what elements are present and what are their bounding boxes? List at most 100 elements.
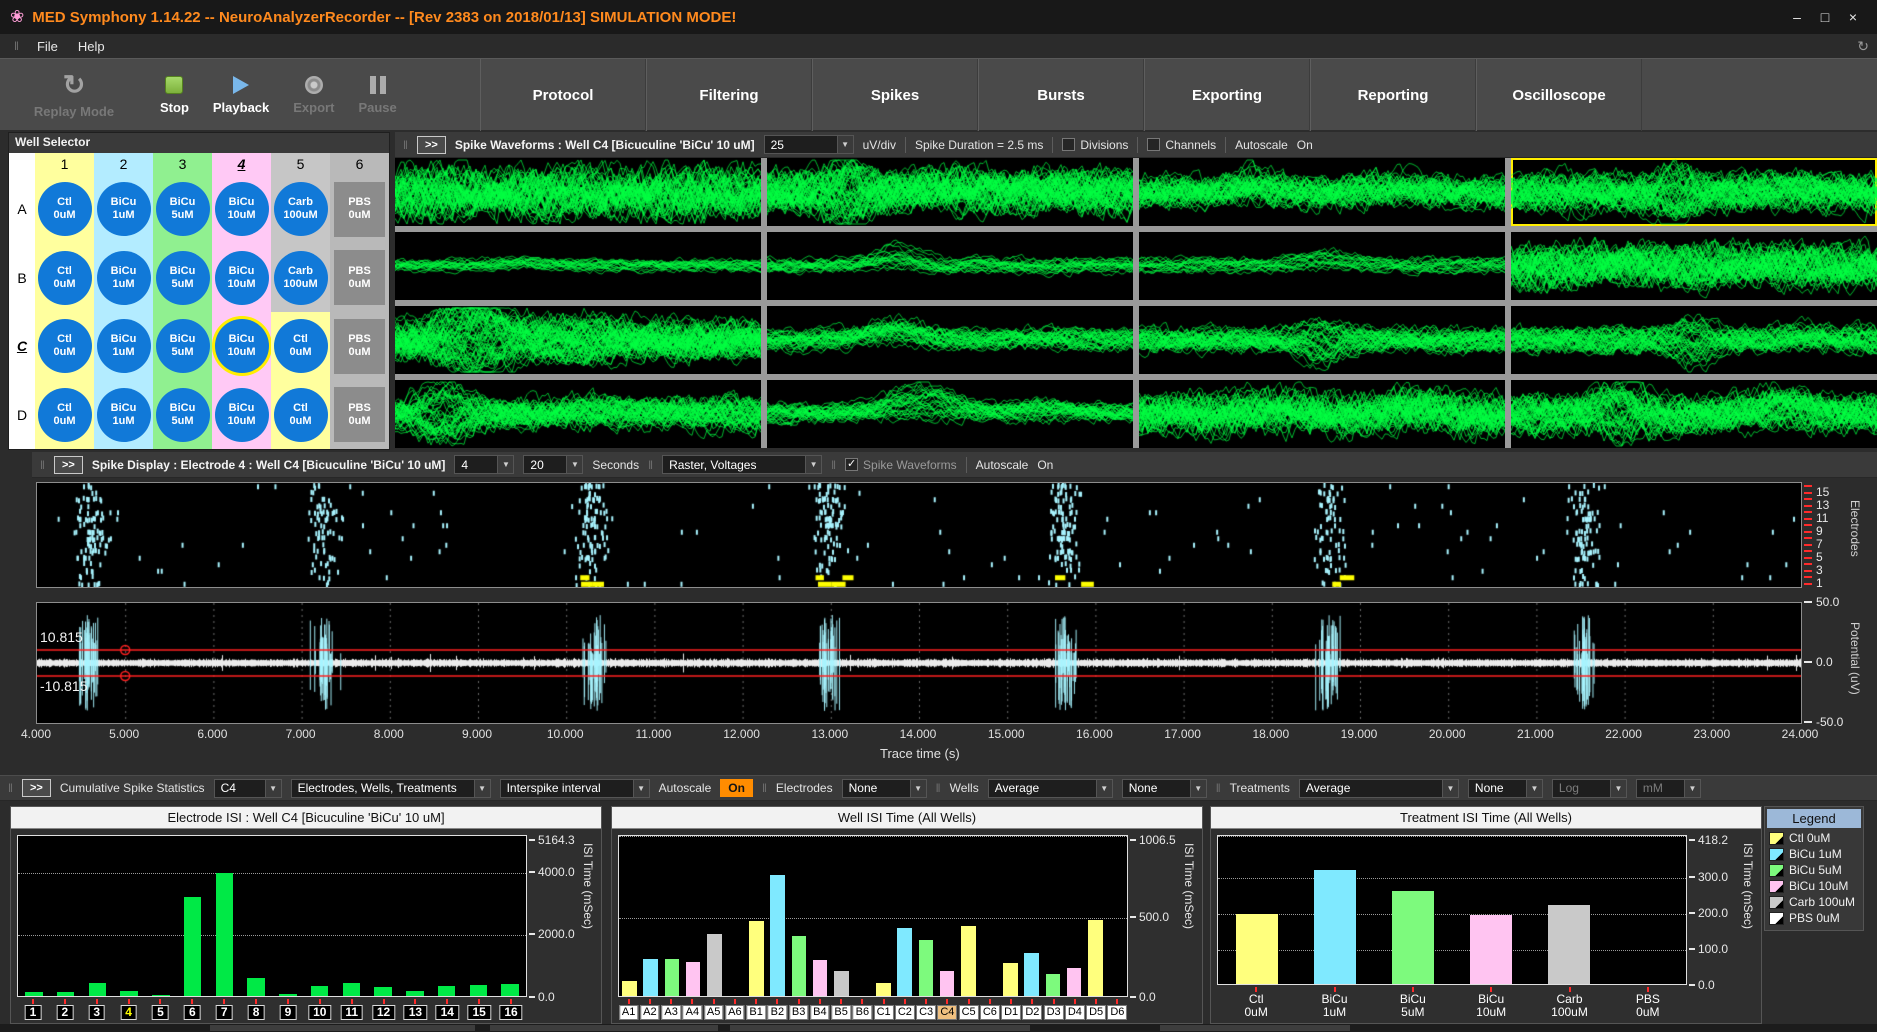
well-D2[interactable]: BiCu1uM: [97, 388, 151, 442]
well-A4[interactable]: BiCu10uM: [215, 182, 269, 236]
well-cell-C5[interactable]: Ctl0uM: [271, 312, 330, 381]
well-cell-D5[interactable]: Ctl0uM: [271, 381, 330, 450]
well-cell-D4[interactable]: BiCu10uM: [212, 381, 271, 450]
well-cell-A2[interactable]: BiCu1uM: [94, 175, 153, 244]
uv-div-dropdown[interactable]: 25▼: [764, 135, 854, 154]
waveform-cell-16[interactable]: [1511, 380, 1877, 448]
well-cell-C1[interactable]: Ctl0uM: [35, 312, 94, 381]
well-C3[interactable]: BiCu5uM: [156, 319, 210, 373]
waveform-cell-12[interactable]: [1511, 306, 1877, 374]
replay-mode-button[interactable]: ↻ Replay Mode: [22, 65, 126, 125]
waveform-cell-15[interactable]: [1139, 380, 1505, 448]
divisions-checkbox[interactable]: Divisions: [1062, 138, 1128, 152]
well-column-header-4[interactable]: 4: [212, 153, 271, 175]
well-A1[interactable]: Ctl0uM: [38, 182, 92, 236]
well-D6[interactable]: PBS0uM: [334, 387, 386, 442]
well-A5[interactable]: Carb100uM: [274, 182, 328, 236]
waveform-cell-3[interactable]: [1139, 158, 1505, 226]
sync-icon[interactable]: ↻: [1857, 38, 1869, 55]
treatments-extra-dropdown[interactable]: None▼: [1468, 779, 1543, 798]
well-C2[interactable]: BiCu1uM: [97, 319, 151, 373]
menu-item-file[interactable]: File: [27, 37, 68, 56]
well-cell-A3[interactable]: BiCu5uM: [153, 175, 212, 244]
well-C6[interactable]: PBS0uM: [334, 319, 386, 374]
waveform-cell-6[interactable]: [767, 232, 1133, 300]
playback-button[interactable]: Playback: [201, 65, 281, 125]
voltage-trace-plot[interactable]: [36, 602, 1802, 724]
spike-waveforms-checkbox-box[interactable]: ✓: [845, 458, 858, 471]
well-cell-B4[interactable]: BiCu10uM: [212, 244, 271, 313]
electrodes-dropdown[interactable]: None▼: [842, 779, 927, 798]
well-dropdown[interactable]: C4▼: [214, 779, 282, 798]
collapse-button[interactable]: >>: [417, 136, 446, 154]
span-dropdown[interactable]: 20▼: [523, 455, 583, 474]
well-D3[interactable]: BiCu5uM: [156, 388, 210, 442]
waveform-cell-1[interactable]: [395, 158, 761, 226]
collapse-button[interactable]: >>: [22, 779, 51, 797]
waveform-cell-11[interactable]: [1139, 306, 1505, 374]
channels-checkbox-box[interactable]: [1147, 138, 1160, 151]
wells-average-dropdown[interactable]: Average▼: [988, 779, 1113, 798]
grouping-dropdown[interactable]: Electrodes, Wells, Treatments▼: [291, 779, 491, 798]
waveform-cell-4[interactable]: [1511, 158, 1877, 226]
tab-spikes[interactable]: Spikes: [812, 59, 978, 131]
well-C4[interactable]: BiCu10uM: [215, 319, 269, 373]
well-D1[interactable]: Ctl0uM: [38, 388, 92, 442]
stop-button[interactable]: Stop: [148, 65, 201, 125]
well-cell-B2[interactable]: BiCu1uM: [94, 244, 153, 313]
well-cell-B5[interactable]: Carb100uM: [271, 244, 330, 313]
well-cell-D3[interactable]: BiCu5uM: [153, 381, 212, 450]
well-column-header-5[interactable]: 5: [271, 153, 330, 175]
well-cell-B3[interactable]: BiCu5uM: [153, 244, 212, 313]
well-B5[interactable]: Carb100uM: [274, 251, 328, 305]
well-B6[interactable]: PBS0uM: [334, 250, 386, 305]
treatments-average-dropdown[interactable]: Average▼: [1299, 779, 1459, 798]
well-column-header-3[interactable]: 3: [153, 153, 212, 175]
menu-item-help[interactable]: Help: [68, 37, 115, 56]
well-row-label-C[interactable]: C: [9, 312, 35, 381]
well-D5[interactable]: Ctl0uM: [274, 388, 328, 442]
waveform-cell-9[interactable]: [395, 306, 761, 374]
well-cell-B1[interactable]: Ctl0uM: [35, 244, 94, 313]
well-C5[interactable]: Ctl0uM: [274, 319, 328, 373]
well-B1[interactable]: Ctl0uM: [38, 251, 92, 305]
tab-oscilloscope[interactable]: Oscilloscope: [1476, 59, 1642, 131]
well-column-header-2[interactable]: 2: [94, 153, 153, 175]
waveform-cell-8[interactable]: [1511, 232, 1877, 300]
well-cell-C3[interactable]: BiCu5uM: [153, 312, 212, 381]
tab-exporting[interactable]: Exporting: [1144, 59, 1310, 131]
waveform-cell-2[interactable]: [767, 158, 1133, 226]
collapse-button[interactable]: >>: [54, 456, 83, 474]
well-cell-A1[interactable]: Ctl0uM: [35, 175, 94, 244]
well-A3[interactable]: BiCu5uM: [156, 182, 210, 236]
well-cell-B6[interactable]: PBS0uM: [330, 244, 389, 313]
waveform-cell-14[interactable]: [767, 380, 1133, 448]
well-column-header-1[interactable]: 1: [35, 153, 94, 175]
well-cell-A4[interactable]: BiCu10uM: [212, 175, 271, 244]
tab-reporting[interactable]: Reporting: [1310, 59, 1476, 131]
pause-button[interactable]: Pause: [346, 65, 408, 125]
well-cell-A6[interactable]: PBS0uM: [330, 175, 389, 244]
tab-bursts[interactable]: Bursts: [978, 59, 1144, 131]
waveform-cell-5[interactable]: [395, 232, 761, 300]
display-mode-dropdown[interactable]: Raster, Voltages▼: [662, 455, 822, 474]
well-D4[interactable]: BiCu10uM: [215, 388, 269, 442]
well-A2[interactable]: BiCu1uM: [97, 182, 151, 236]
channels-checkbox[interactable]: Channels: [1147, 138, 1216, 152]
metric-dropdown[interactable]: Interspike interval▼: [500, 779, 650, 798]
well-cell-D6[interactable]: PBS0uM: [330, 381, 389, 450]
tab-protocol[interactable]: Protocol: [480, 59, 646, 131]
well-cell-D1[interactable]: Ctl0uM: [35, 381, 94, 450]
wells-extra-dropdown[interactable]: None▼: [1122, 779, 1207, 798]
waveform-cell-13[interactable]: [395, 380, 761, 448]
waveform-cell-10[interactable]: [767, 306, 1133, 374]
minimize-button[interactable]: –: [1783, 9, 1811, 25]
well-cell-C2[interactable]: BiCu1uM: [94, 312, 153, 381]
raster-plot[interactable]: [36, 482, 1802, 588]
well-B4[interactable]: BiCu10uM: [215, 251, 269, 305]
well-cell-C6[interactable]: PBS0uM: [330, 312, 389, 381]
well-row-label-D[interactable]: D: [9, 381, 35, 450]
close-button[interactable]: ×: [1839, 9, 1867, 25]
well-A6[interactable]: PBS0uM: [334, 182, 386, 237]
well-cell-D2[interactable]: BiCu1uM: [94, 381, 153, 450]
